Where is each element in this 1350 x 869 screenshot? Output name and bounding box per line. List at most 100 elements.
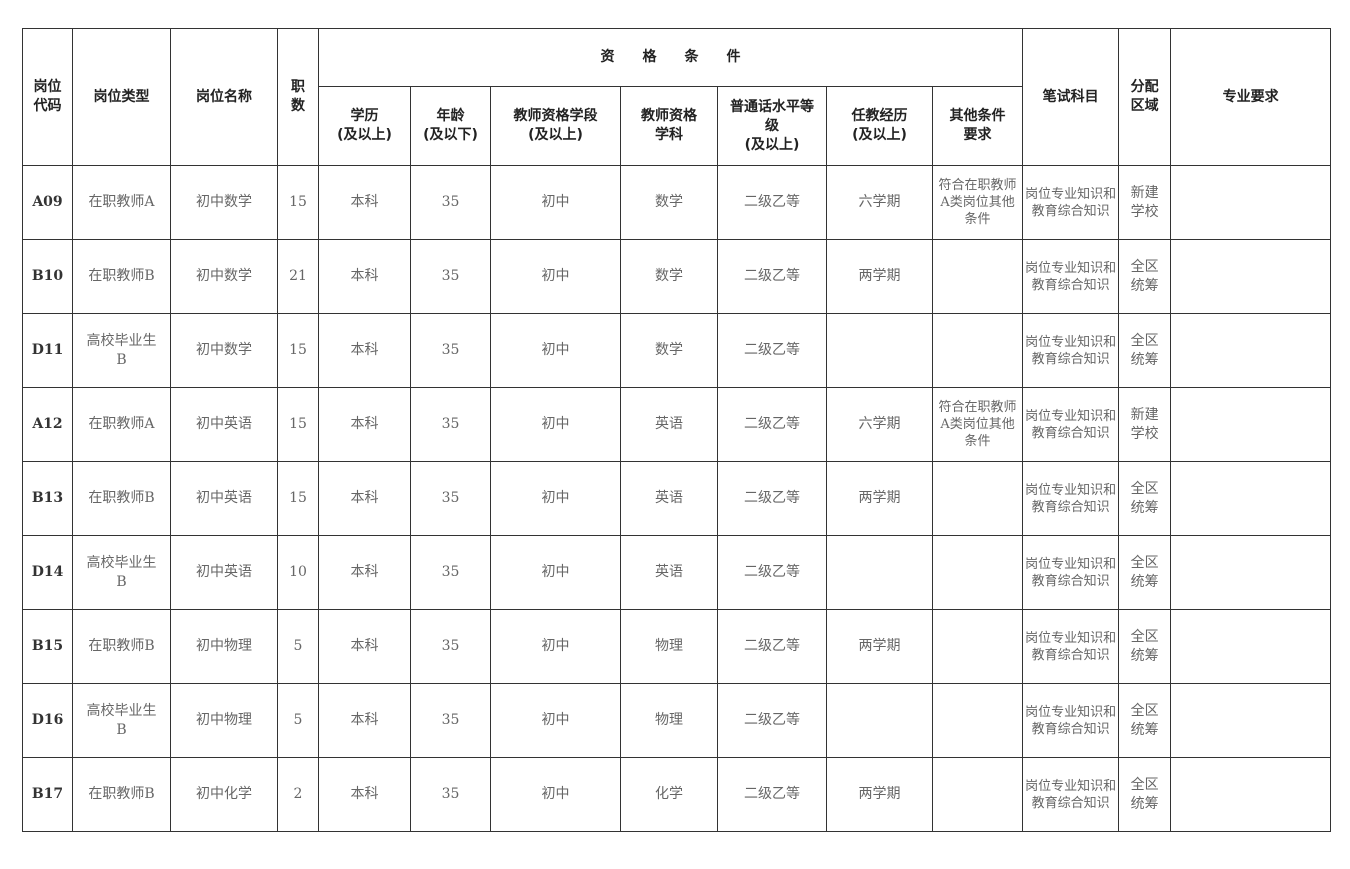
cell-age: 35 bbox=[410, 387, 491, 462]
header-cert-subject: 教师资格 学科 bbox=[620, 86, 718, 166]
cell-major bbox=[1170, 239, 1332, 314]
cell-major bbox=[1170, 387, 1332, 462]
cell-mandarin: 二级乙等 bbox=[717, 165, 827, 240]
header-cert-level: 教师资格学段 (及以上) bbox=[490, 86, 621, 166]
cell-other bbox=[931, 683, 1024, 758]
cell-major bbox=[1170, 313, 1332, 388]
table-row: B10 在职教师B 初中数学 21 本科 35 初中 数学 二级乙等 两学期 岗位专业知识和教育综合… bbox=[22, 239, 1332, 314]
cell-area: 全区 统筹 bbox=[1118, 609, 1172, 684]
cell-education: 本科 bbox=[318, 757, 411, 832]
cell-cert-level: 初中 bbox=[490, 239, 621, 314]
cell-other bbox=[931, 239, 1024, 314]
cell-major bbox=[1170, 609, 1332, 684]
table-row: D14 高校毕业生 B 初中英语 10 本科 35 初中 英语 二级乙等 岗位专业知识和教育综合知… bbox=[22, 535, 1332, 610]
cell-experience: 六学期 bbox=[826, 165, 933, 240]
cell-cert-subject: 物理 bbox=[620, 609, 718, 684]
cell-type: 高校毕业生 B bbox=[72, 683, 171, 758]
cell-experience: 六学期 bbox=[826, 387, 933, 462]
cell-code: D14 bbox=[22, 535, 73, 610]
cell-major bbox=[1170, 165, 1332, 240]
cell-experience: 两学期 bbox=[826, 461, 933, 536]
header-code: 岗位 代码 bbox=[22, 28, 73, 166]
header-row-1: 岗位 代码 岗位类型 岗位名称 职 数 资 格 条 件 笔试科目 分配 区域 专… bbox=[22, 28, 1332, 166]
cell-cert-level: 初中 bbox=[490, 461, 621, 536]
cell-education: 本科 bbox=[318, 683, 411, 758]
cell-name: 初中物理 bbox=[170, 609, 278, 684]
cell-exam: 岗位专业知识和教育综合知识 bbox=[1022, 461, 1120, 536]
cell-code: B13 bbox=[22, 461, 73, 536]
cell-experience: 两学期 bbox=[826, 757, 933, 832]
cell-age: 35 bbox=[410, 535, 491, 610]
cell-experience: 两学期 bbox=[826, 239, 933, 314]
cell-name: 初中物理 bbox=[170, 683, 278, 758]
cell-education: 本科 bbox=[318, 313, 411, 388]
cell-other bbox=[931, 609, 1024, 684]
cell-exam: 岗位专业知识和教育综合知识 bbox=[1022, 313, 1120, 388]
cell-name: 初中英语 bbox=[170, 535, 278, 610]
cell-type: 在职教师A bbox=[72, 387, 171, 462]
cell-education: 本科 bbox=[318, 387, 411, 462]
cell-exam: 岗位专业知识和教育综合知识 bbox=[1022, 535, 1120, 610]
table-row: D11 高校毕业生 B 初中数学 15 本科 35 初中 数学 二级乙等 岗位专业知识和教育综合知… bbox=[22, 313, 1332, 388]
cell-area: 全区 统筹 bbox=[1118, 461, 1172, 536]
header-other: 其他条件 要求 bbox=[931, 86, 1024, 166]
cell-cert-subject: 英语 bbox=[620, 461, 718, 536]
cell-name: 初中英语 bbox=[170, 461, 278, 536]
table-body: A09 在职教师A 初中数学 15 本科 35 初中 数学 二级乙等 六学期 符合在职教师A类岗位其… bbox=[22, 165, 1332, 832]
cell-mandarin: 二级乙等 bbox=[717, 461, 827, 536]
cell-cert-subject: 物理 bbox=[620, 683, 718, 758]
cell-code: D16 bbox=[22, 683, 73, 758]
table-row: D16 高校毕业生 B 初中物理 5 本科 35 初中 物理 二级乙等 岗位专业知识和教育综合知识… bbox=[22, 683, 1332, 758]
cell-age: 35 bbox=[410, 683, 491, 758]
cell-count: 5 bbox=[277, 683, 319, 758]
header-exam: 笔试科目 bbox=[1022, 28, 1120, 166]
cell-other: 符合在职教师A类岗位其他条件 bbox=[931, 387, 1024, 462]
cell-name: 初中英语 bbox=[170, 387, 278, 462]
cell-cert-subject: 数学 bbox=[620, 239, 718, 314]
cell-code: B15 bbox=[22, 609, 73, 684]
cell-age: 35 bbox=[410, 609, 491, 684]
job-positions-table: 岗位 代码 岗位类型 岗位名称 职 数 资 格 条 件 笔试科目 分配 区域 专… bbox=[22, 28, 1332, 832]
cell-major bbox=[1170, 757, 1332, 832]
table-row: B13 在职教师B 初中英语 15 本科 35 初中 英语 二级乙等 两学期 岗位专业知识和教育综合… bbox=[22, 461, 1332, 536]
cell-cert-level: 初中 bbox=[490, 165, 621, 240]
header-name: 岗位名称 bbox=[170, 28, 278, 166]
cell-mandarin: 二级乙等 bbox=[717, 683, 827, 758]
header-type: 岗位类型 bbox=[72, 28, 171, 166]
cell-name: 初中数学 bbox=[170, 239, 278, 314]
cell-type: 高校毕业生 B bbox=[72, 313, 171, 388]
cell-area: 全区 统筹 bbox=[1118, 535, 1172, 610]
cell-cert-subject: 数学 bbox=[620, 165, 718, 240]
cell-name: 初中数学 bbox=[170, 165, 278, 240]
table-row: B17 在职教师B 初中化学 2 本科 35 初中 化学 二级乙等 两学期 岗位专业知识和教育综合知… bbox=[22, 757, 1332, 832]
cell-age: 35 bbox=[410, 757, 491, 832]
cell-area: 全区 统筹 bbox=[1118, 313, 1172, 388]
header-major: 专业要求 bbox=[1170, 28, 1332, 166]
cell-major bbox=[1170, 535, 1332, 610]
cell-experience bbox=[826, 313, 933, 388]
cell-other bbox=[931, 313, 1024, 388]
cell-count: 10 bbox=[277, 535, 319, 610]
header-area: 分配 区域 bbox=[1118, 28, 1172, 166]
cell-cert-level: 初中 bbox=[490, 535, 621, 610]
cell-exam: 岗位专业知识和教育综合知识 bbox=[1022, 757, 1120, 832]
header-mandarin: 普通话水平等 级 (及以上) bbox=[717, 86, 827, 166]
cell-area: 新建 学校 bbox=[1118, 387, 1172, 462]
cell-exam: 岗位专业知识和教育综合知识 bbox=[1022, 387, 1120, 462]
header-count: 职 数 bbox=[277, 28, 319, 166]
cell-education: 本科 bbox=[318, 535, 411, 610]
cell-mandarin: 二级乙等 bbox=[717, 313, 827, 388]
cell-education: 本科 bbox=[318, 165, 411, 240]
cell-code: A12 bbox=[22, 387, 73, 462]
cell-count: 5 bbox=[277, 609, 319, 684]
cell-cert-subject: 数学 bbox=[620, 313, 718, 388]
cell-cert-level: 初中 bbox=[490, 609, 621, 684]
table-row: A12 在职教师A 初中英语 15 本科 35 初中 英语 二级乙等 六学期 符合在职教师A类岗位其… bbox=[22, 387, 1332, 462]
cell-count: 21 bbox=[277, 239, 319, 314]
cell-count: 15 bbox=[277, 313, 319, 388]
cell-mandarin: 二级乙等 bbox=[717, 757, 827, 832]
cell-code: B17 bbox=[22, 757, 73, 832]
header-age: 年龄 (及以下) bbox=[410, 86, 491, 166]
cell-other: 符合在职教师A类岗位其他条件 bbox=[931, 165, 1024, 240]
header-experience: 任教经历 (及以上) bbox=[826, 86, 933, 166]
